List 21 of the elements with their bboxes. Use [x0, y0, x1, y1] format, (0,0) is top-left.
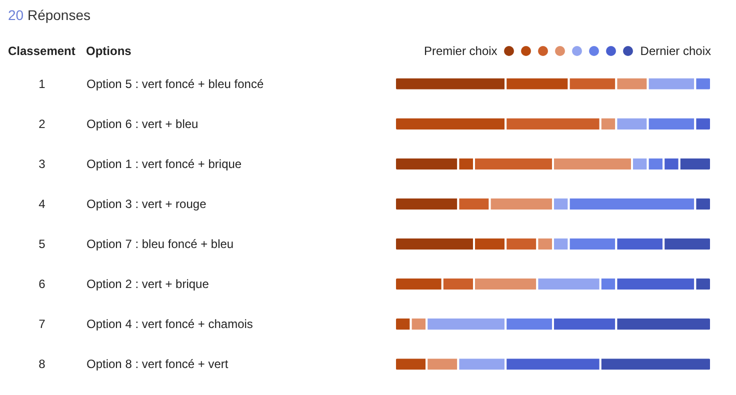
- text: 2: [38, 116, 46, 131]
- y-tick-label: Option 3 : vert + rouge: [86, 196, 207, 211]
- y-tick-label: Option 7 : bleu foncé + bleu: [86, 237, 234, 252]
- y-tick-label: Option 6 : vert + bleu: [86, 116, 198, 131]
- y-tick-label: Option 4 : vert foncé + chamois: [86, 317, 253, 332]
- text: Premier choix: [424, 44, 498, 58]
- y-tick-label: Option 1 : vert foncé + brique: [86, 156, 242, 171]
- text: 4: [38, 196, 46, 211]
- y-tick-label: Option 8 : vert foncé + vert: [86, 357, 229, 372]
- text: Classement: [8, 44, 76, 58]
- text: 6: [38, 277, 46, 292]
- text: 5: [38, 237, 46, 252]
- text: Dernier choix: [640, 44, 711, 58]
- y-tick-label: Option 2 : vert + brique: [86, 277, 210, 292]
- text: Options: [86, 44, 132, 58]
- text: 7: [38, 317, 46, 332]
- y-tick-label: Option 5 : vert foncé + bleu foncé: [86, 76, 264, 91]
- text: 8: [38, 357, 46, 372]
- text: 1: [38, 76, 46, 91]
- text: 20 Réponses: [8, 7, 91, 23]
- text: 3: [38, 156, 46, 171]
